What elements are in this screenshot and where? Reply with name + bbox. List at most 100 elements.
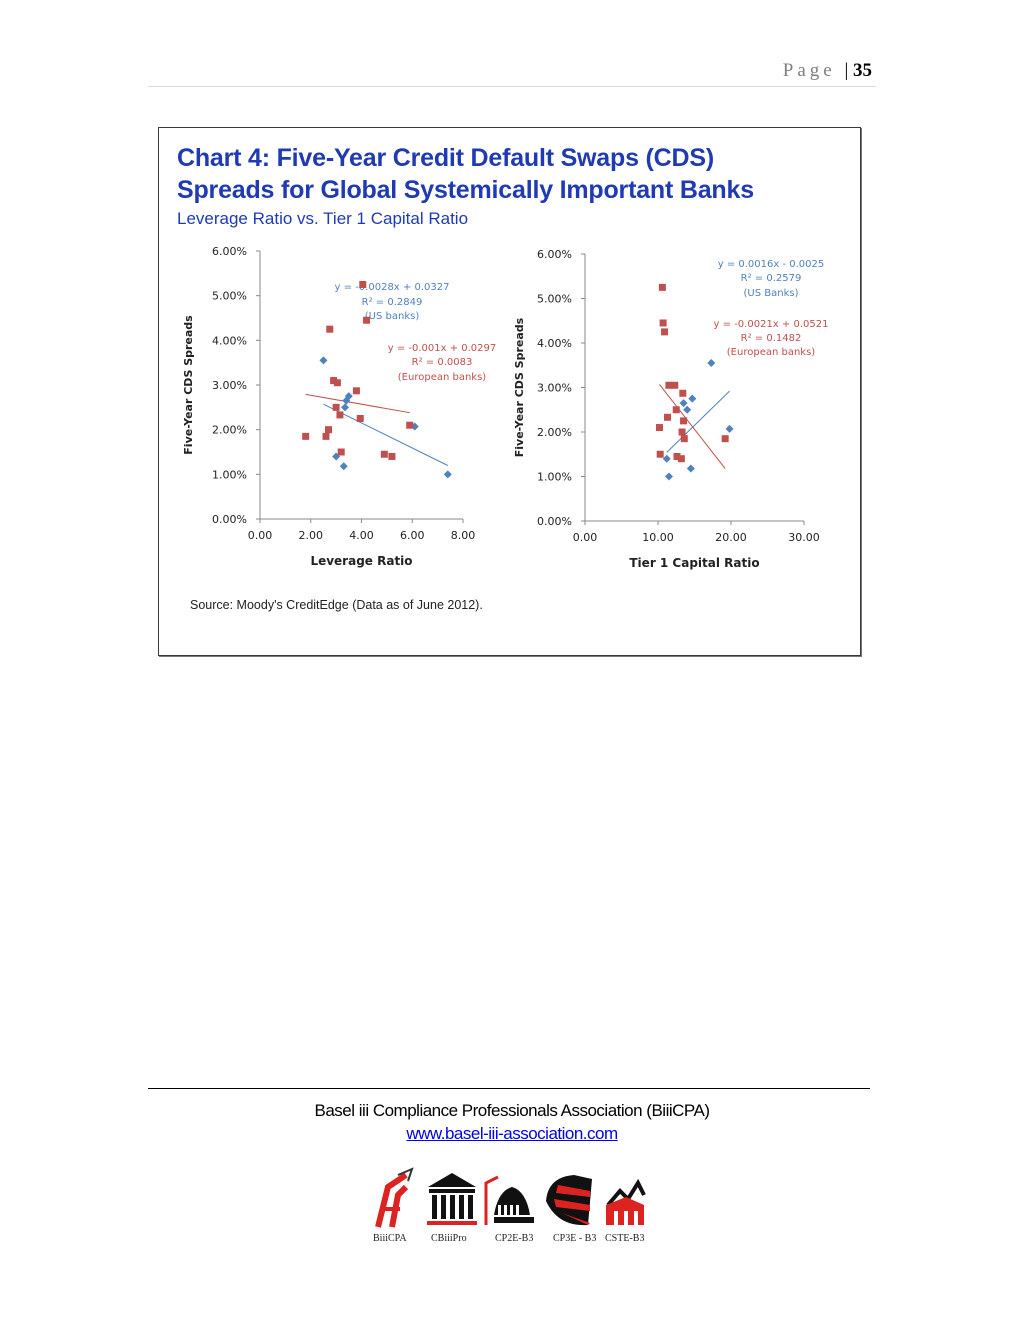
chart0-trendline-0-label-0: y = -0.0028x + 0.0327 <box>335 282 450 293</box>
chart0-trendline-1-label-0: y = -0.001x + 0.0297 <box>388 343 497 354</box>
logo-label-0: BiiiCPA <box>373 1233 407 1244</box>
chart0-trendline-1-label-2: (European banks) <box>398 372 487 383</box>
chart1-series0-point-5 <box>688 394 697 403</box>
page-header: Page | 35 <box>148 58 876 87</box>
chart1-series1-point-7 <box>671 381 679 389</box>
footer-logos: BiiiCPA CBiiiPro CP2E-B3 CP3E - B3 CSTE-… <box>373 1167 646 1244</box>
chart0-series1-point-2 <box>325 426 333 434</box>
chart1-series1-point-11 <box>678 428 686 436</box>
chart1-series1-point-5 <box>663 413 671 421</box>
chart1-y-tick-label: 5.00% <box>537 293 572 306</box>
chart1-series1-point-6 <box>665 381 673 389</box>
chart0-y-tick-label: 0.00% <box>212 513 247 526</box>
chart0-series1-point-1 <box>322 432 330 440</box>
chart1-series1-point-15 <box>721 435 729 443</box>
chart1-series0-point-0 <box>662 454 671 463</box>
chart1-y-tick-label: 1.00% <box>537 471 572 484</box>
chart0-series1-point-13 <box>380 450 388 458</box>
chart1-series0-point-7 <box>725 424 734 433</box>
chart0-series1-point-4 <box>330 377 338 385</box>
chart0-trendline-0-label-1: R² = 0.2849 <box>362 297 423 308</box>
chart1-x-tick-label: 10.00 <box>642 531 674 544</box>
logo-label-2: CP2E-B3 <box>495 1233 533 1244</box>
chart0-y-tick-label: 1.00% <box>212 468 247 481</box>
chart1-y-tick-label: 4.00% <box>537 337 572 350</box>
chart0-series1-point-3 <box>326 325 334 333</box>
chart0-trendline-0 <box>323 403 448 466</box>
chart0-series1-point-5 <box>332 403 340 411</box>
chart1-series1-point-3 <box>659 319 667 327</box>
chart1-x-axis-label: Tier 1 Capital Ratio <box>629 556 759 570</box>
chart-svg: 0.00% 1.00% 2.00% 3.00% 4.00% 5.00% 6.00% 0.00 2… <box>182 245 829 570</box>
chart1-series1-point-8 <box>672 406 680 414</box>
chart0-x-tick-label: 6.00 <box>400 529 425 542</box>
chart0-series1-point-0 <box>302 432 310 440</box>
chart0-y-tick-label: 2.00% <box>212 424 247 437</box>
chart1-trendline-0 <box>666 390 730 453</box>
chart0-series0-point-7 <box>443 470 452 479</box>
chart0-series1-point-14 <box>388 452 396 460</box>
chart1-series0-point-3 <box>683 405 692 414</box>
chart1-trendline-0-label-1: R² = 0.2579 <box>741 273 802 284</box>
chart-title: Chart 4: Five-Year Credit Default Swaps … <box>177 142 754 206</box>
chart1-x-tick-label: 0.00 <box>573 531 598 544</box>
chart-subtitle: Leverage Ratio vs. Tier 1 Capital Ratio <box>177 209 469 228</box>
chart0-y-tick-label: 4.00% <box>212 334 247 347</box>
chart0-series0-point-3 <box>341 403 350 412</box>
chart1-y-tick-label: 2.00% <box>537 426 572 439</box>
cp2e-b3-logo-icon <box>484 1175 534 1225</box>
chart1-trendline-0-label-2: (US Banks) <box>744 288 799 299</box>
chart0-series1-point-12 <box>363 316 371 324</box>
footer-rule <box>148 1088 870 1089</box>
chart1-trendline-1-label-0: y = -0.0021x + 0.0521 <box>714 319 829 330</box>
cbiiipro-logo-icon <box>427 1173 477 1225</box>
chart0-y-axis-label: Five-Year CDS Spreads <box>182 315 195 455</box>
chart1-series1-point-10 <box>677 455 685 463</box>
chart1-trendline-1-label-1: R² = 0.1482 <box>741 333 802 344</box>
biiicpa-logo-icon <box>375 1167 414 1228</box>
chart-source: Source: Moody's CreditEdge (Data as of J… <box>190 598 483 612</box>
chart0-x-tick-label: 0.00 <box>248 529 273 542</box>
page-number: 35 <box>853 60 872 81</box>
chart1-y-axis-label: Five-Year CDS Spreads <box>513 317 526 457</box>
chart0-series1-point-15 <box>406 421 414 429</box>
page-word: Page <box>782 60 836 81</box>
chart1-series1-point-4 <box>661 328 669 336</box>
chart1-y-tick-label: 6.00% <box>537 248 572 261</box>
chart-frame: Chart 4: Five-Year Credit Default Swaps … <box>158 127 861 656</box>
logo-label-4: CSTE-B3 <box>605 1233 644 1244</box>
chart1-x-tick-label: 20.00 <box>715 531 747 544</box>
chart0-x-tick-label: 8.00 <box>451 529 476 542</box>
chart1-y-tick-label: 3.00% <box>537 382 572 395</box>
chart1-x-tick-label: 30.00 <box>788 531 820 544</box>
chart1-series1-point-9 <box>673 452 681 460</box>
logo-label-1: CBiiiPro <box>431 1233 467 1244</box>
chart1-y-tick-label: 0.00% <box>537 515 572 528</box>
chart1-series1-point-2 <box>658 283 666 291</box>
chart0-y-tick-label: 6.00% <box>212 245 247 258</box>
chart0-series1-point-6 <box>333 379 341 387</box>
chart1-series1-point-0 <box>655 424 663 432</box>
chart-title-line2: Spreads for Global Systemically Importan… <box>177 176 754 204</box>
chart1-trendline-0-label-0: y = 0.0016x - 0.0025 <box>718 259 825 270</box>
chart0-y-tick-label: 3.00% <box>212 379 247 392</box>
chart1-trendline-1-label-2: (European banks) <box>727 347 816 358</box>
chart0-series0-point-5 <box>344 392 353 401</box>
logo-label-3: CP3E - B3 <box>553 1233 596 1244</box>
chart1-series1-point-13 <box>680 417 688 425</box>
cste-b3-logo-icon <box>606 1178 646 1225</box>
chart1-series0-point-2 <box>679 399 688 408</box>
chart1-series0-point-4 <box>686 464 695 473</box>
chart0-trendline-1-label-1: R² = 0.0083 <box>412 357 473 368</box>
chart0-x-axis-label: Leverage Ratio <box>310 554 412 568</box>
chart1-series1-point-12 <box>679 389 687 397</box>
chart0-x-tick-label: 4.00 <box>349 529 374 542</box>
chart1-series1-point-14 <box>680 435 688 443</box>
chart1-series0-point-6 <box>707 359 716 368</box>
chart0-series0-point-0 <box>319 356 328 365</box>
chart1-series1-point-1 <box>656 450 664 458</box>
chart0-series1-point-8 <box>337 448 345 456</box>
chart0-x-tick-label: 2.00 <box>299 529 324 542</box>
page-number-label: Page | 35 <box>782 60 872 81</box>
footer-url-link[interactable]: www.basel-iii-association.com <box>406 1124 618 1143</box>
